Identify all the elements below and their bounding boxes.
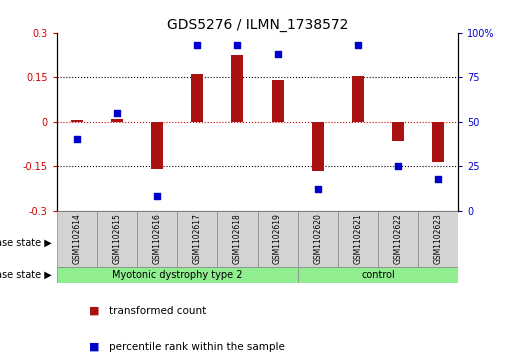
Bar	[312, 122, 324, 171]
Point	[233, 42, 242, 48]
Bar	[418, 211, 458, 267]
Bar	[97, 211, 137, 267]
Bar	[137, 211, 177, 267]
Text: GSM1102618: GSM1102618	[233, 213, 242, 264]
Point	[273, 51, 282, 57]
Text: disease state ▶: disease state ▶	[0, 238, 52, 248]
Text: disease state ▶: disease state ▶	[0, 270, 52, 280]
Bar	[111, 119, 123, 122]
Bar	[258, 211, 298, 267]
Bar	[151, 122, 163, 169]
Text: GSM1102617: GSM1102617	[193, 213, 202, 264]
Text: ■: ■	[89, 342, 99, 352]
Bar	[352, 76, 364, 122]
Point	[434, 176, 442, 182]
Title: GDS5276 / ILMN_1738572: GDS5276 / ILMN_1738572	[167, 18, 348, 32]
Bar	[271, 80, 284, 122]
Text: GSM1102622: GSM1102622	[393, 213, 403, 264]
Bar	[191, 74, 203, 122]
Point	[314, 186, 322, 192]
Point	[153, 193, 161, 199]
Text: GSM1102615: GSM1102615	[112, 213, 122, 264]
Text: transformed count: transformed count	[109, 306, 206, 316]
Bar	[298, 211, 338, 267]
Bar	[298, 267, 458, 283]
Point	[354, 42, 362, 48]
Text: GSM1102623: GSM1102623	[434, 213, 443, 264]
Point	[113, 110, 121, 115]
Text: ■: ■	[89, 306, 99, 316]
Text: control: control	[361, 270, 395, 280]
Bar	[378, 211, 418, 267]
Bar	[217, 211, 258, 267]
Text: percentile rank within the sample: percentile rank within the sample	[109, 342, 285, 352]
Text: GSM1102614: GSM1102614	[72, 213, 81, 264]
Bar	[177, 211, 217, 267]
Point	[193, 42, 201, 48]
Bar	[57, 211, 97, 267]
Point	[73, 136, 81, 142]
Point	[394, 163, 402, 169]
Bar	[231, 55, 244, 122]
Bar	[71, 120, 83, 122]
Bar	[338, 211, 378, 267]
Text: GSM1102620: GSM1102620	[313, 213, 322, 264]
Text: GSM1102619: GSM1102619	[273, 213, 282, 264]
Text: GSM1102616: GSM1102616	[152, 213, 162, 264]
Text: Myotonic dystrophy type 2: Myotonic dystrophy type 2	[112, 270, 243, 280]
Text: GSM1102621: GSM1102621	[353, 213, 363, 264]
Bar	[432, 122, 444, 162]
Bar	[57, 267, 298, 283]
Bar	[392, 122, 404, 141]
